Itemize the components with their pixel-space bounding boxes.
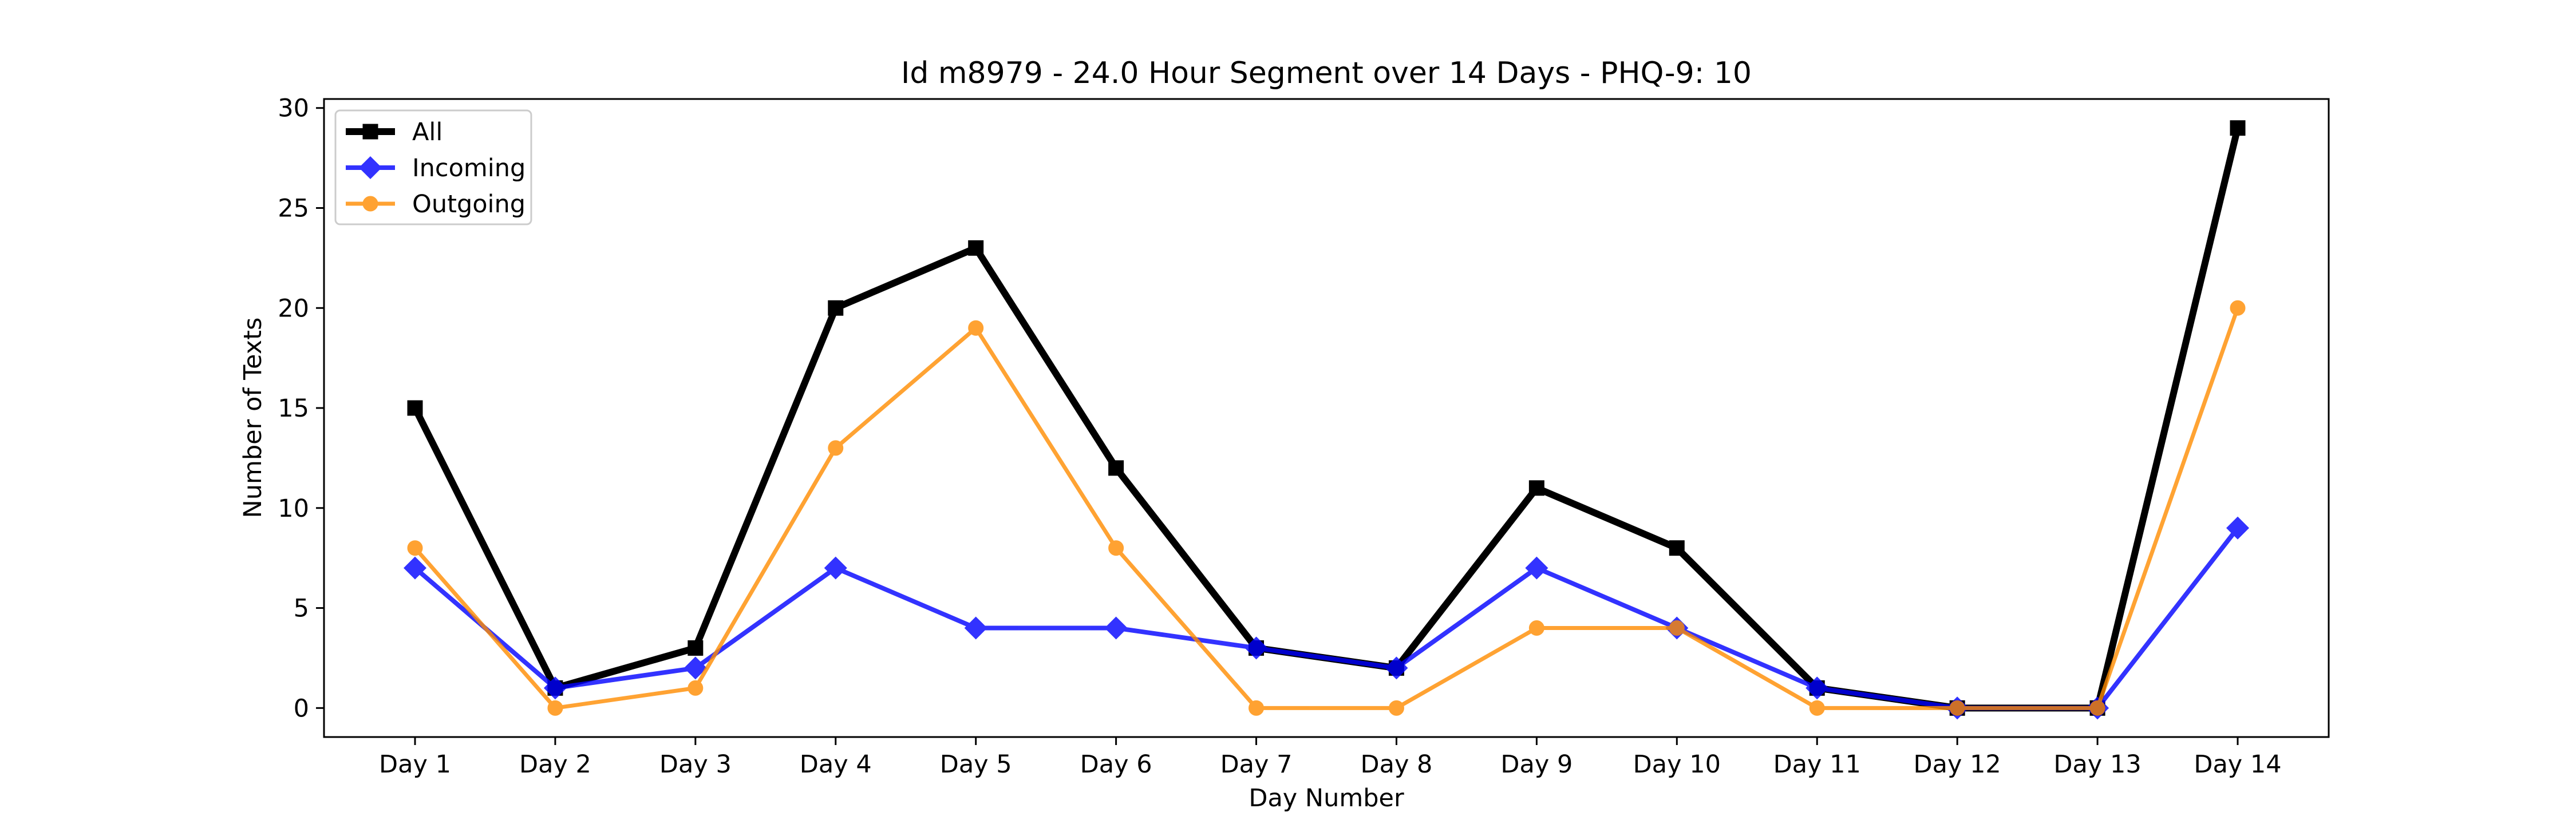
x-tick-label: Day 2	[519, 750, 591, 779]
x-tick-label: Day 7	[1220, 750, 1293, 779]
x-tick-label: Day 14	[2194, 750, 2281, 779]
x-tick-label: Day 3	[659, 750, 732, 779]
data-point-outgoing	[1108, 540, 1124, 556]
y-tick-label: 5	[294, 595, 309, 623]
x-tick-label: Day 1	[379, 750, 451, 779]
legend-item-incoming	[346, 156, 395, 180]
x-tick-label: Day 9	[1500, 750, 1573, 779]
data-point-outgoing	[1949, 700, 1965, 716]
x-tick-label: Day 10	[1633, 750, 1721, 779]
data-point-incoming	[403, 556, 427, 580]
data-point-outgoing	[1249, 700, 1265, 716]
legend-item-outgoing	[346, 196, 395, 212]
y-tick-label: 15	[278, 394, 309, 423]
axes-frame	[323, 98, 2330, 738]
data-point-outgoing	[1669, 620, 1685, 636]
series-outgoing	[407, 300, 2246, 716]
legend-box	[334, 109, 532, 225]
legend-item-all	[346, 124, 395, 140]
y-tick-label: 25	[278, 194, 309, 223]
chart-title: Id m8979 - 24.0 Hour Segment over 14 Day…	[901, 56, 1752, 90]
data-point-incoming	[824, 556, 847, 580]
data-point-all	[1528, 480, 1544, 496]
y-axis: 0 5 10 15 20 25 30	[278, 94, 324, 723]
data-point-all	[828, 300, 844, 316]
legend: All Incoming Outgoing	[334, 109, 532, 225]
y-axis-label: Number of Texts	[239, 318, 267, 518]
y-tick-label: 10	[278, 494, 309, 523]
y-tick-label: 20	[278, 294, 309, 323]
series-line-outgoing	[413, 307, 2240, 711]
series-layer	[403, 120, 2250, 720]
data-point-incoming	[2226, 516, 2250, 540]
data-point-outgoing	[688, 680, 704, 696]
data-point-incoming	[543, 676, 567, 700]
x-tick-label: Day 8	[1360, 750, 1432, 779]
data-point-outgoing	[547, 700, 563, 716]
data-point-all	[688, 640, 704, 656]
x-axis-label: Day Number	[1249, 784, 1404, 813]
data-point-incoming	[1805, 676, 1829, 700]
data-point-outgoing	[1528, 620, 1544, 636]
x-tick-label: Day 4	[800, 750, 872, 779]
legend-marker-incoming	[358, 156, 382, 180]
data-point-all	[1108, 460, 1124, 476]
x-axis: Day 1 Day 2 Day 3 Day 4 Day 5 Day 6 Day 7 Day 8…	[379, 737, 2282, 779]
data-point-outgoing	[1809, 700, 1825, 716]
data-point-outgoing	[2230, 300, 2246, 316]
legend-marker-outgoing	[362, 196, 378, 212]
x-tick-label: Day 6	[1080, 750, 1152, 779]
data-point-outgoing	[1388, 700, 1404, 716]
legend-label: All	[412, 118, 442, 146]
data-point-incoming	[683, 656, 707, 680]
data-point-all	[407, 400, 423, 416]
legend-label: Incoming	[412, 154, 526, 183]
data-point-all	[1669, 540, 1685, 556]
data-point-outgoing	[968, 320, 984, 336]
y-tick-label: 0	[294, 694, 309, 723]
data-point-all	[2230, 120, 2246, 136]
data-point-outgoing	[2089, 700, 2105, 716]
y-tick-label: 30	[278, 94, 309, 123]
x-tick-label: Day 11	[1773, 750, 1861, 779]
data-point-incoming	[1244, 636, 1268, 660]
data-point-all	[968, 240, 984, 256]
data-point-outgoing	[828, 440, 844, 456]
data-point-incoming	[1385, 656, 1408, 680]
data-point-outgoing	[407, 540, 423, 556]
data-point-incoming	[1104, 616, 1128, 640]
legend-label: Outgoing	[412, 190, 526, 219]
x-tick-label: Day 13	[2053, 750, 2141, 779]
data-point-incoming	[1525, 556, 1548, 580]
data-point-incoming	[964, 616, 987, 640]
x-tick-label: Day 12	[1914, 750, 2001, 779]
legend-marker-all	[362, 124, 378, 140]
x-tick-label: Day 5	[940, 750, 1012, 779]
